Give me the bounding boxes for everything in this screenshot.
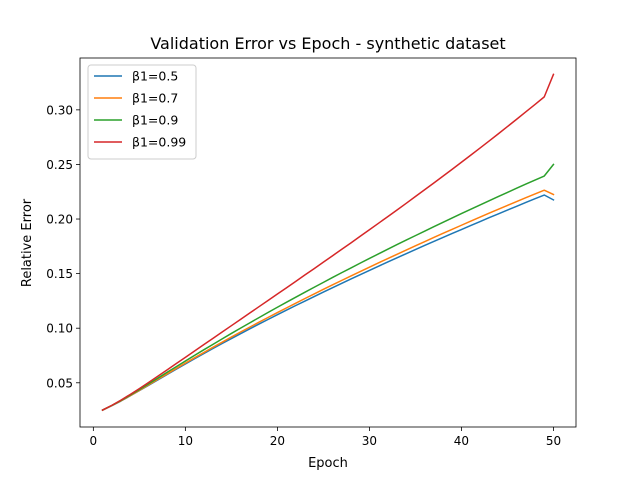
legend-label-1: β1=0.5 [132, 69, 178, 84]
y-tick-label: 0.15 [46, 267, 73, 281]
legend: β1=0.5 β1=0.7 β1=0.9 β1=0.99 [87, 64, 197, 160]
y-tick-label: 0.20 [46, 213, 73, 227]
series-line-2 [101, 189, 555, 412]
y-axis: 0.05 0.10 0.15 0.20 0.25 0.30 [46, 103, 80, 390]
chart-title: Validation Error vs Epoch - synthetic da… [150, 34, 505, 53]
x-tick-label: 0 [90, 434, 98, 448]
x-tick-label: 10 [178, 434, 193, 448]
x-axis: 0 10 20 30 40 50 [90, 427, 561, 448]
legend-label-3: β1=0.9 [132, 113, 178, 128]
x-tick-label: 50 [546, 434, 561, 448]
legend-box [87, 64, 197, 160]
series-line-3 [101, 163, 555, 412]
legend-label-2: β1=0.7 [132, 91, 178, 106]
x-tick-label: 20 [270, 434, 285, 448]
series-layer [101, 73, 555, 412]
x-tick-label: 40 [454, 434, 469, 448]
y-tick-label: 0.10 [46, 322, 73, 336]
plot-frame [79, 57, 577, 428]
y-tick-label: 0.30 [46, 103, 73, 117]
y-tick-label: 0.05 [46, 376, 73, 390]
y-tick-label: 0.25 [46, 158, 73, 172]
y-axis-label: Relative Error [20, 198, 35, 287]
x-tick-label: 30 [362, 434, 377, 448]
legend-label-4: β1=0.99 [132, 135, 186, 150]
series-line-4 [101, 73, 555, 412]
x-axis-label: Epoch [308, 456, 348, 471]
